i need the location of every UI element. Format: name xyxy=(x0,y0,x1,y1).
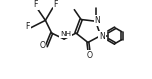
Text: F: F xyxy=(26,22,30,31)
Text: N: N xyxy=(95,16,100,25)
Text: O: O xyxy=(87,51,93,60)
Text: NH: NH xyxy=(60,31,71,37)
Text: O: O xyxy=(40,41,45,50)
Text: F: F xyxy=(54,0,58,9)
Text: F: F xyxy=(34,0,38,9)
Text: N: N xyxy=(99,32,105,41)
